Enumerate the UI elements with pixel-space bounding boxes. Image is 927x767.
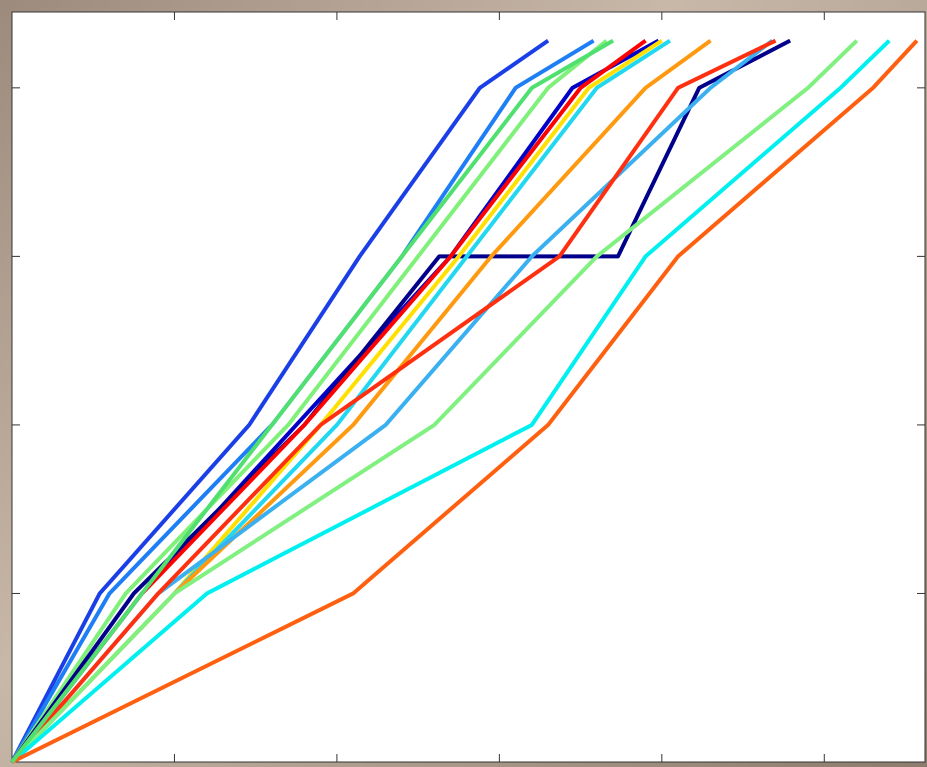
- line-series: [11, 39, 919, 764]
- line-series: [10, 38, 777, 764]
- line-series: [10, 39, 608, 764]
- line-series: [10, 39, 550, 763]
- line-series: [10, 38, 615, 764]
- line-series: [10, 39, 891, 764]
- line-series: [10, 39, 859, 764]
- line-series: [10, 38, 792, 764]
